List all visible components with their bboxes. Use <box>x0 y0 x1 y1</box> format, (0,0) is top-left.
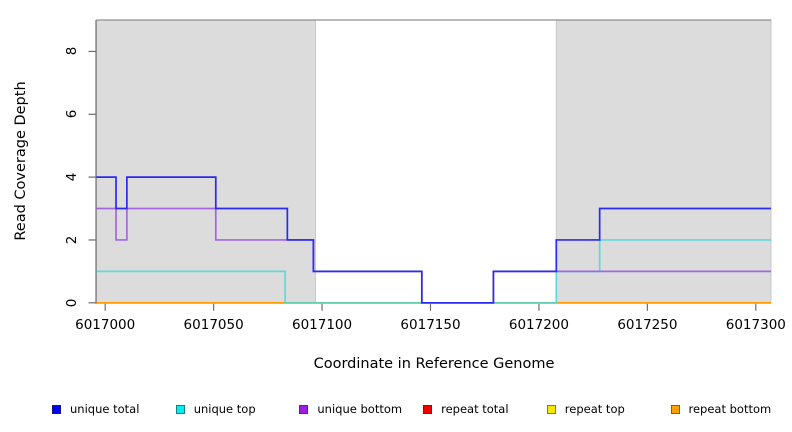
y-tick-label: 6 <box>64 109 80 119</box>
x-tick-label: 6017250 <box>617 317 678 333</box>
x-tick-label: 6017000 <box>75 317 136 333</box>
series-line-unique-top <box>96 239 771 304</box>
series-line-unique-total <box>96 176 771 304</box>
y-tick-label: 2 <box>64 235 80 245</box>
y-tick-label: 8 <box>64 47 80 56</box>
x-tick-label: 6017200 <box>508 317 569 333</box>
x-tick-label: 6017150 <box>400 317 461 333</box>
x-tick-label: 6017300 <box>725 317 786 333</box>
shaded-region <box>96 19 317 304</box>
y-axis-title: Read Coverage Depth <box>13 81 29 241</box>
y-tick-label: 0 <box>64 298 80 308</box>
y-tick-label: 4 <box>64 172 80 182</box>
x-tick-label: 6017050 <box>183 317 244 333</box>
x-tick-label: 6017100 <box>291 317 353 333</box>
shaded-region <box>555 19 772 304</box>
x-axis-title: Coordinate in Reference Genome <box>313 356 555 372</box>
